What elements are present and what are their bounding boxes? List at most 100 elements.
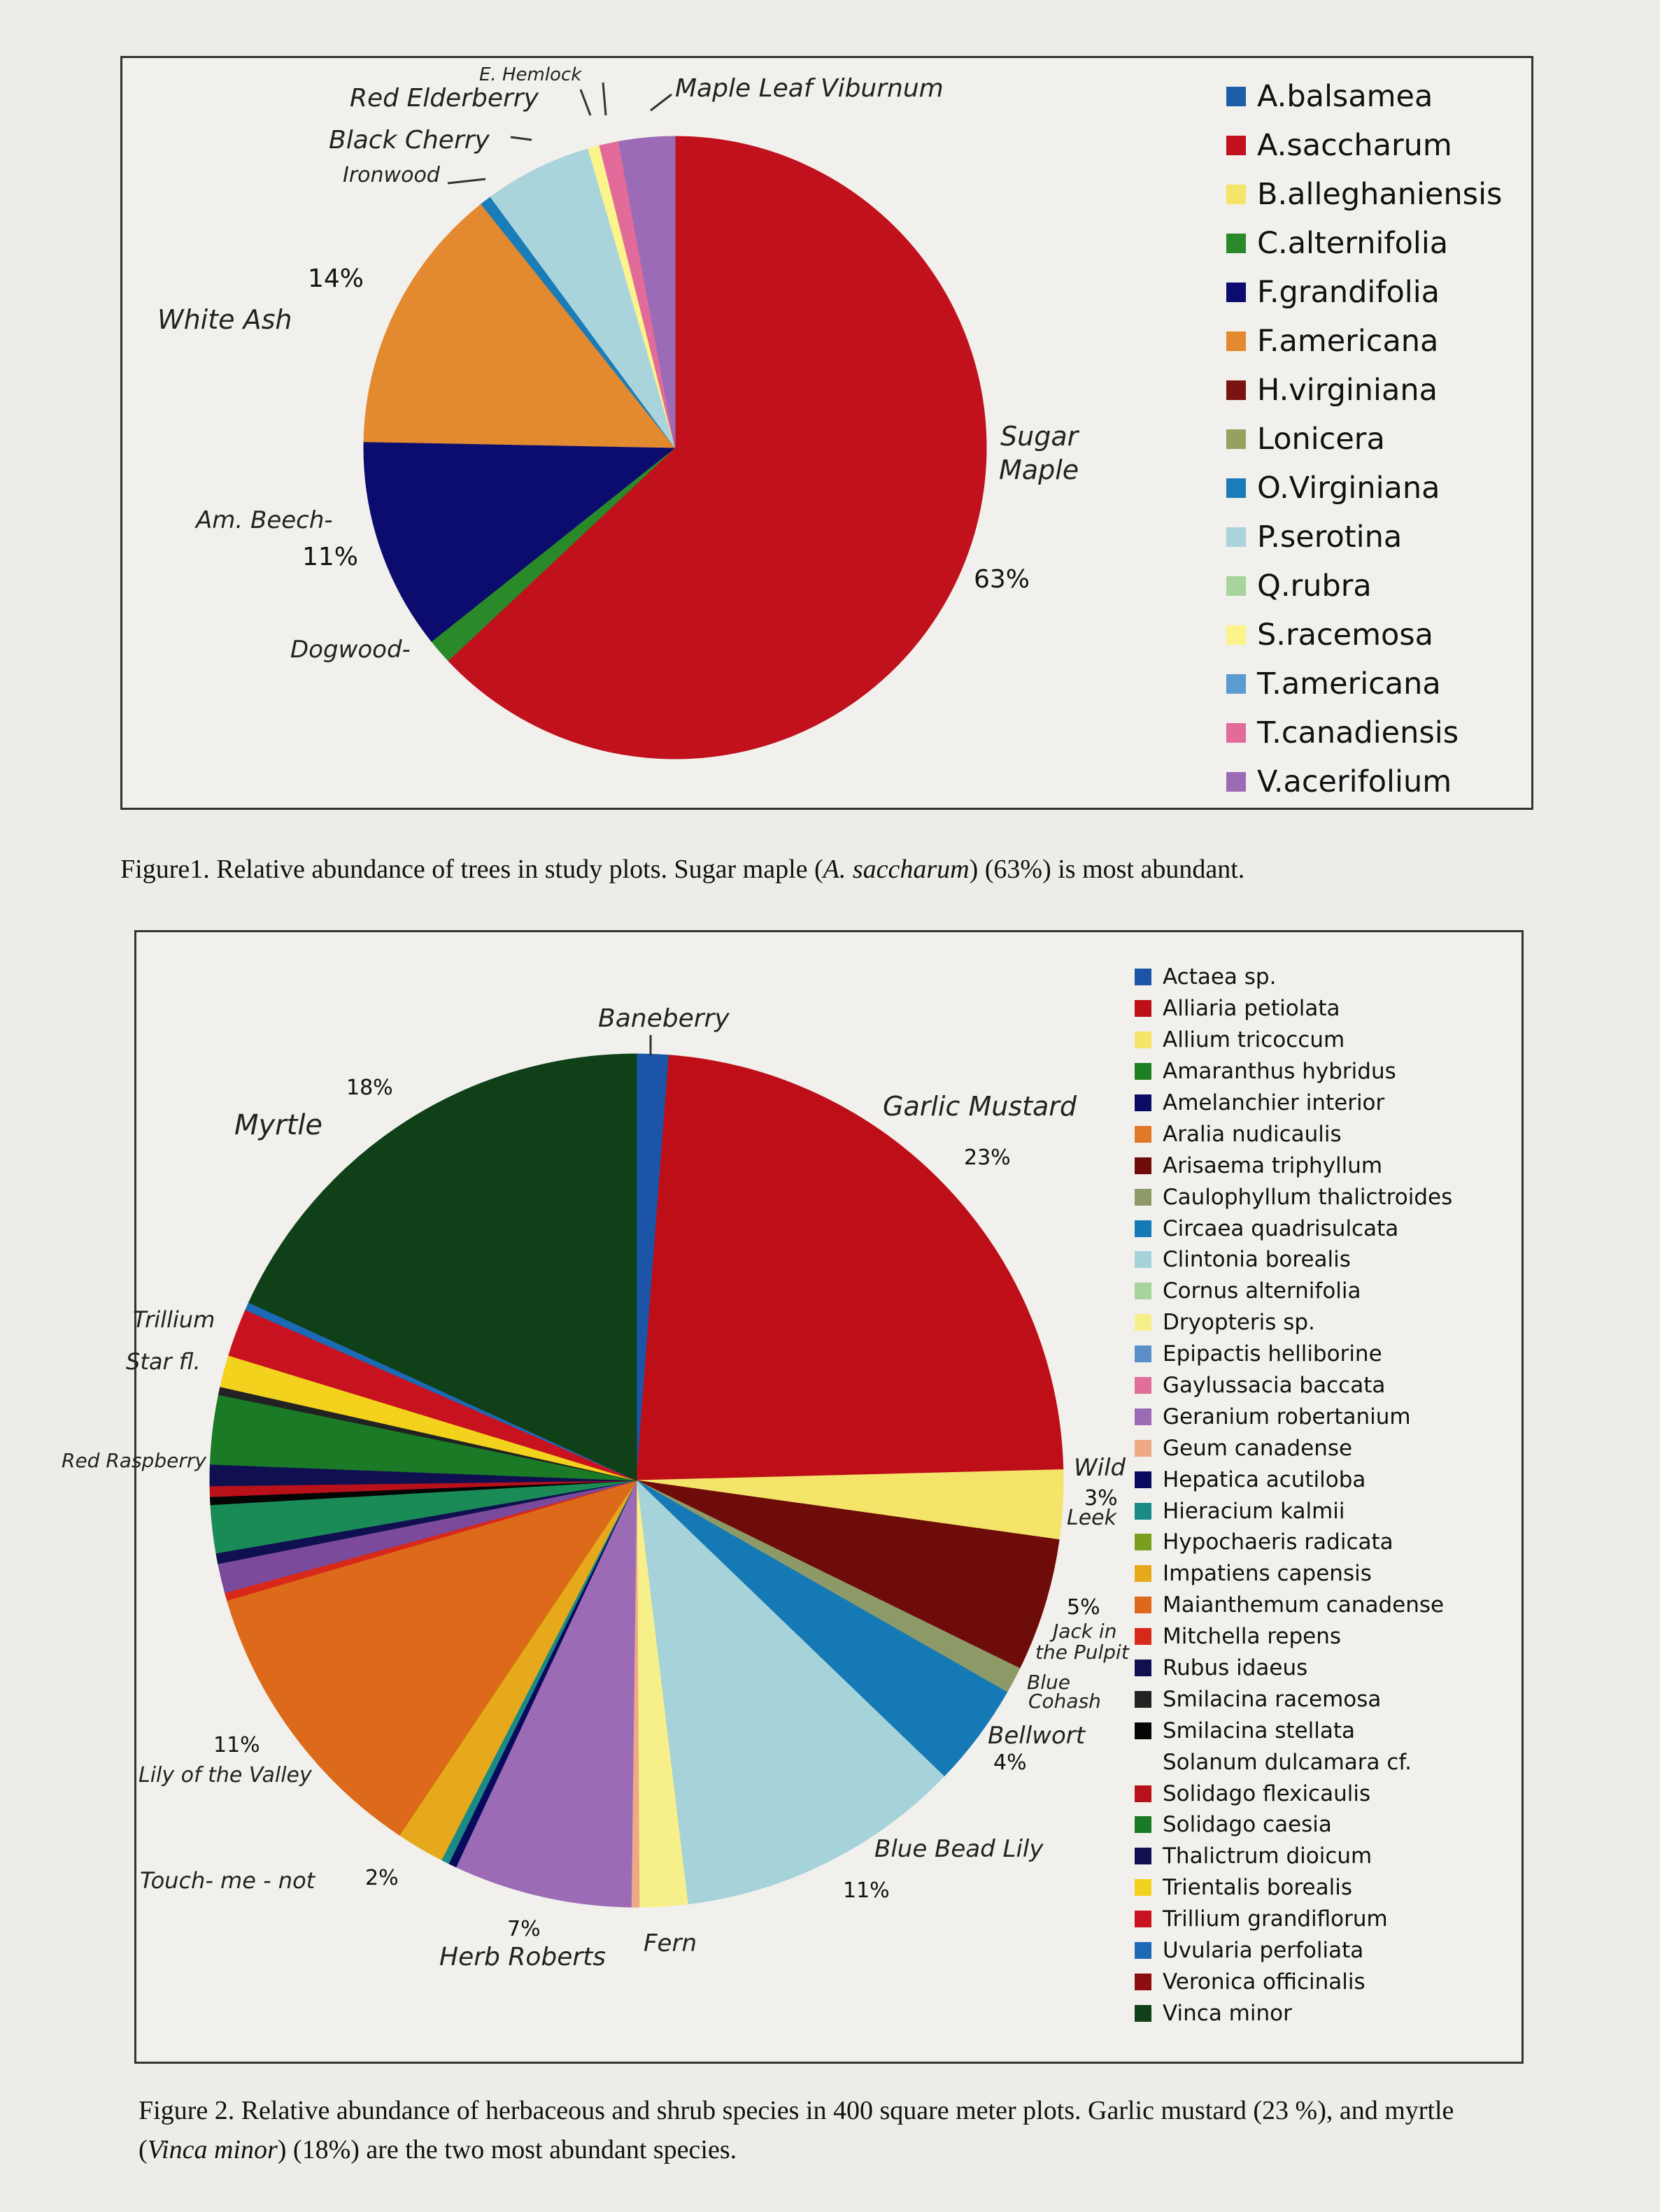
annot-trillium: Trillium bbox=[133, 1306, 215, 1333]
annot-dogwood: Dogwood- bbox=[290, 636, 411, 664]
pie2-legend-label: Actaea sp. bbox=[1163, 964, 1277, 990]
pie2-legend-item-thalictrum-dioicum: Thalictrum dioicum bbox=[1135, 1841, 1452, 1872]
pie1-legend-item-c-alternifolia: C.alternifolia bbox=[1226, 219, 1502, 268]
pie1-slice-f-grandifolia bbox=[363, 441, 676, 642]
pie2-legend-swatch bbox=[1135, 1879, 1151, 1897]
pie2-legend-swatch bbox=[1135, 1346, 1151, 1363]
caption-1-suffix: ) (63%) is most abundant. bbox=[969, 855, 1245, 884]
pie2-legend-label: Mitchella repens bbox=[1163, 1624, 1342, 1650]
pie1-legend-label: A.saccharum bbox=[1257, 128, 1452, 163]
pie2-legend-swatch bbox=[1135, 1534, 1151, 1551]
pie1-legend-item-h-virginiana: H.virginiana bbox=[1226, 366, 1502, 415]
pie2-legend-item-caulophyllum-thalictroides: Caulophyllum thalictroides bbox=[1135, 1181, 1452, 1213]
pie2-legend-swatch bbox=[1135, 1565, 1151, 1583]
pie2-legend-swatch bbox=[1135, 1188, 1151, 1206]
pie2-legend-swatch bbox=[1135, 1439, 1151, 1457]
pie2-legend-label: Trientalis borealis bbox=[1163, 1875, 1352, 1901]
pie1-legend-item-v-acerifolium: V.acerifolium bbox=[1226, 757, 1502, 806]
annot-white-ash-pct: 14% bbox=[308, 264, 364, 293]
annot-am-beech: Am. Beech- bbox=[194, 506, 333, 534]
figure-1-caption: Figure1. Relative abundance of trees in … bbox=[120, 850, 1561, 889]
pie1-legend-swatch bbox=[1226, 527, 1246, 547]
pie1-legend-label: Q.rubra bbox=[1257, 569, 1372, 604]
pie1-legend-item-o-virginiana: O.Virginiana bbox=[1226, 464, 1502, 513]
pie-chart-herbaceous bbox=[209, 1053, 1064, 1908]
pie2-legend-item-epipactis-helliborine: Epipactis helliborine bbox=[1135, 1339, 1452, 1370]
pie2-legend-item-clintonia-borealis: Clintonia borealis bbox=[1135, 1244, 1452, 1276]
annot-e-hemlock: E. Hemlock bbox=[479, 64, 582, 85]
pie2-legend-label: Aralia nudicaulis bbox=[1163, 1121, 1342, 1147]
annot-myrtle: Myrtle bbox=[234, 1109, 322, 1141]
pie2-legend-label: Solidago flexicaulis bbox=[1163, 1781, 1371, 1806]
pie1-legend-swatch bbox=[1226, 185, 1246, 204]
pie2-legend-swatch bbox=[1135, 1125, 1151, 1143]
leader-e-hemlock-1 bbox=[579, 89, 592, 116]
pie1-legend-swatch bbox=[1226, 136, 1246, 155]
annot-red-elderberry: Red Elderberry bbox=[350, 84, 539, 113]
pie2-legend-swatch bbox=[1135, 1063, 1151, 1080]
pie2-legend-item-aralia-nudicaulis: Aralia nudicaulis bbox=[1135, 1118, 1452, 1150]
pie1-annotations: Sugar Maple 63% 14% White Ash Am. Beech-… bbox=[157, 64, 1080, 664]
caption-2-suffix: ) (18%) are the two most abundant specie… bbox=[277, 2135, 737, 2164]
annot-red-raspberry: Red Raspberry bbox=[62, 1449, 206, 1472]
pie2-legend-label: Dryopteris sp. bbox=[1163, 1310, 1315, 1336]
annot-touch-me-not: Touch- me - not bbox=[140, 1867, 316, 1894]
pie1-legend-item-p-serotina: P.serotina bbox=[1226, 513, 1502, 562]
pie1-legend-swatch bbox=[1226, 478, 1246, 498]
pie2-legend-item-mitchella-repens: Mitchella repens bbox=[1135, 1621, 1452, 1653]
pie2-legend-item-uvularia-perfoliata: Uvularia perfoliata bbox=[1135, 1935, 1452, 1967]
pie2-legend-item-trillium-grandiflorum: Trillium grandiflorum bbox=[1135, 1904, 1452, 1935]
pie1-legend-label: S.racemosa bbox=[1257, 618, 1434, 652]
pie2-legend-label: Smilacina racemosa bbox=[1163, 1686, 1382, 1712]
pie2-legend-label: Solidago caesia bbox=[1163, 1812, 1332, 1838]
caption-2-prefix: Figure 2. Relative abundance of herbaceo… bbox=[139, 2096, 1454, 2164]
pie2-legend-label: Hypochaeris radicata bbox=[1163, 1529, 1393, 1555]
pie2-legend-swatch bbox=[1135, 1283, 1151, 1300]
pie1-legend-label: O.Virginiana bbox=[1257, 471, 1440, 506]
pie2-legend-item-hepatica-acutiloba: Hepatica acutiloba bbox=[1135, 1464, 1452, 1495]
leader-e-hemlock-2 bbox=[602, 82, 607, 116]
pie1-legend-label: H.virginiana bbox=[1257, 373, 1438, 408]
pie2-legend-item-geranium-robertanium: Geranium robertanium bbox=[1135, 1401, 1452, 1432]
annot-garlic-mustard: Garlic Mustard bbox=[883, 1091, 1077, 1122]
pie2-legend-swatch bbox=[1135, 1251, 1151, 1269]
annot-leek: Leek bbox=[1067, 1506, 1118, 1530]
pie2-legend-label: Clintonia borealis bbox=[1163, 1247, 1351, 1273]
annot-sugar-maple-2: Maple bbox=[999, 455, 1079, 485]
pie2-legend-swatch bbox=[1135, 2004, 1151, 2022]
caption-1-italic: A. saccharum bbox=[823, 855, 970, 884]
pie2-legend-label: Solanum dulcamara cf. bbox=[1163, 1749, 1412, 1775]
legend-trees: A.balsamea A.saccharum B.alleghaniensis C.a… bbox=[1226, 72, 1502, 806]
pie2-legend-item-alliaria-petiolata: Alliaria petiolata bbox=[1135, 993, 1452, 1025]
caption-2-italic: Vinca minor bbox=[147, 2135, 278, 2164]
pie2-legend-label: Trillium grandiflorum bbox=[1163, 1906, 1388, 1932]
pie1-legend-label: B.alleghaniensis bbox=[1257, 177, 1503, 212]
pie2-legend-swatch bbox=[1135, 1032, 1151, 1049]
annot-sugar-maple-pct: 63% bbox=[974, 565, 1030, 594]
pie1-legend-item-t-americana: T.americana bbox=[1226, 659, 1502, 708]
annot-fern: Fern bbox=[644, 1929, 697, 1957]
pie2-legend-swatch bbox=[1135, 1911, 1151, 1928]
pie2-legend-swatch bbox=[1135, 1690, 1151, 1708]
pie2-legend-label: Arisaema triphyllum bbox=[1163, 1153, 1383, 1178]
annot-maple-leaf-viburnum: Maple Leaf Viburnum bbox=[675, 74, 944, 103]
caption-1-prefix: Figure1. Relative abundance of trees in … bbox=[120, 855, 823, 884]
pie1-legend-label: P.serotina bbox=[1257, 520, 1403, 555]
pie1-legend-label: A.balsamea bbox=[1257, 79, 1433, 114]
annot-blue-cohosh-2: Cohash bbox=[1028, 1690, 1101, 1713]
annot-herb-roberts: Herb Roberts bbox=[439, 1943, 606, 1971]
pie2-legend-swatch bbox=[1135, 969, 1151, 986]
pie2-legend-swatch bbox=[1135, 1157, 1151, 1174]
pie2-legend-item-trientalis-borealis: Trientalis borealis bbox=[1135, 1872, 1452, 1904]
pie1-legend-swatch bbox=[1226, 87, 1246, 106]
pie2-legend-item-hypochaeris-radicata: Hypochaeris radicata bbox=[1135, 1527, 1452, 1558]
annot-blue-bead-lily-pct: 11% bbox=[843, 1878, 890, 1903]
pie2-legend-swatch bbox=[1135, 1094, 1151, 1111]
pie2-legend-swatch bbox=[1135, 1220, 1151, 1237]
annot-am-beech-pct: 11% bbox=[302, 543, 358, 571]
pie1-legend-item-f-americana: F.americana bbox=[1226, 317, 1502, 366]
pie2-legend-swatch bbox=[1135, 1408, 1151, 1425]
pie2-legend-item-smilacina-racemosa: Smilacina racemosa bbox=[1135, 1683, 1452, 1715]
annot-bellwort-pct: 4% bbox=[993, 1750, 1027, 1775]
annot-jack-1: Jack in bbox=[1049, 1620, 1116, 1643]
